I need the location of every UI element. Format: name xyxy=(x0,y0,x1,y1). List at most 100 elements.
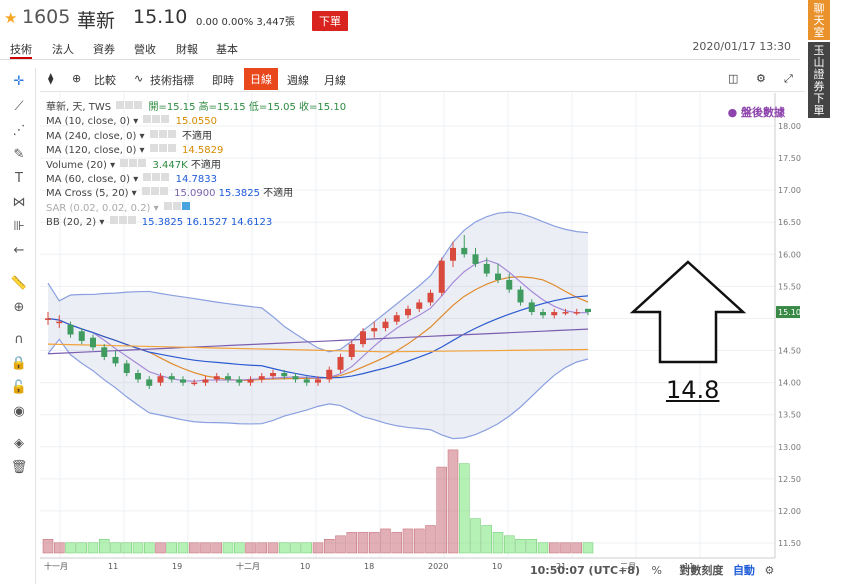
gear-icon[interactable]: ⚙ xyxy=(756,72,766,85)
candle-body xyxy=(585,308,591,313)
candle-body xyxy=(337,356,344,370)
after-hours-data-link[interactable]: ● 盤後數據 xyxy=(727,106,785,119)
chart-status-bar: 10:50:07 (UTC+8) % 對數刻度 自動 ⚙ xyxy=(530,562,774,578)
log-scale-toggle[interactable]: 對數刻度 xyxy=(679,564,724,577)
candle-body xyxy=(348,344,355,357)
trendline-icon[interactable]: ⟋ xyxy=(14,98,24,114)
favorite-star-icon[interactable]: ★ xyxy=(4,9,18,27)
volume-bar xyxy=(425,525,436,554)
volume-bar xyxy=(132,542,144,554)
order-button[interactable]: 下單 xyxy=(312,11,348,31)
brush-icon[interactable]: ✎ xyxy=(13,146,25,162)
zoom-in-icon[interactable]: ⊕ xyxy=(13,299,25,315)
volume-bar xyxy=(492,532,504,554)
price-tick-label: 17.50 xyxy=(778,154,801,163)
legend-bb[interactable]: BB (20, 2) ▾ 15.3825 16.1527 14.6123 xyxy=(46,216,273,228)
legend-ma240[interactable]: MA (240, close, 0) ▾ 不適用 xyxy=(46,129,212,142)
candle-body xyxy=(573,312,580,314)
indicators-button[interactable]: 技術指標 xyxy=(150,74,194,87)
legend-volume[interactable]: Volume (20) ▾ 3.447K 不適用 xyxy=(46,158,221,171)
daily-button[interactable]: 日線 xyxy=(244,68,278,90)
candle-body xyxy=(180,379,186,383)
volume-bar xyxy=(144,542,155,554)
candle-body xyxy=(438,260,445,293)
volume-bar xyxy=(414,528,425,554)
tab-institutional[interactable]: 法人 xyxy=(52,43,74,56)
magnet-icon[interactable]: ∩ xyxy=(14,331,24,347)
eye-icon[interactable]: ◉ xyxy=(13,403,25,419)
chat-room-button[interactable]: 聊天室 xyxy=(808,0,830,40)
tab-basic[interactable]: 基本 xyxy=(216,43,238,56)
price-tick-label: 17.00 xyxy=(778,186,801,195)
candle-body xyxy=(551,312,558,316)
lock-drawing-icon[interactable]: 🔒 xyxy=(10,355,28,371)
volume-bar xyxy=(515,539,526,554)
volume-bar xyxy=(177,542,189,554)
price-tick-label: 13.00 xyxy=(778,443,801,452)
time-tick-label: 19 xyxy=(172,562,182,571)
weekly-button[interactable]: 週線 xyxy=(287,74,309,87)
candle-body xyxy=(416,302,423,309)
auto-scale-toggle[interactable]: 自動 xyxy=(732,564,755,577)
price-tick-label: 16.00 xyxy=(778,250,801,259)
price-tick-label: 15.50 xyxy=(778,282,801,291)
legend-macross[interactable]: MA Cross (5, 20) ▾ 15.0900 15.3825 不適用 xyxy=(46,187,294,200)
indicator-icon[interactable]: ∿ xyxy=(134,72,144,85)
volume-bar xyxy=(301,542,312,554)
percent-toggle[interactable]: % xyxy=(651,564,662,577)
legend-ma120[interactable]: MA (120, close, 0) ▾ 14.5829 xyxy=(46,144,224,156)
intraday-button[interactable]: 即時 xyxy=(212,74,234,87)
compare-button[interactable]: 比較 xyxy=(94,74,116,87)
candle-body xyxy=(78,331,85,341)
candle-body xyxy=(90,337,96,348)
candle-type-icon[interactable]: ⧫ xyxy=(48,72,54,85)
pattern-icon[interactable]: ⋈ xyxy=(12,194,26,210)
volume-bar xyxy=(42,539,54,554)
time-tick-label: 十一月 xyxy=(44,561,68,571)
chart-toolbar: ⧫ ⊕ 比較 ∿ 技術指標 即時 日線 週線 月線 ◫ ⚙ ⤢ xyxy=(40,68,805,92)
price-chart[interactable]: 18.00 17.50 17.00 16.50 16.00 15.50 15.10 14.50… xyxy=(40,93,805,584)
price-tick-label: 12.50 xyxy=(778,475,801,484)
clock-text: 10:50:07 (UTC+8) xyxy=(530,564,640,577)
drawing-toolbar: ✛ ⟋ ⋰ ✎ T ⋈ ⊪ ← 📏 ⊕ ∩ 🔒 🔓 ◉ ◈ 🗑 xyxy=(4,68,36,584)
measure-icon[interactable]: ⊪ xyxy=(13,218,25,234)
volume-bar xyxy=(234,542,245,554)
candle-body xyxy=(168,376,175,380)
volume-bar xyxy=(447,449,459,554)
settings-small-icon[interactable]: ⚙ xyxy=(764,564,775,577)
fullscreen-icon[interactable]: ⤢ xyxy=(784,72,793,85)
candle-body xyxy=(112,356,119,364)
volume-bar xyxy=(481,525,492,554)
tab-revenue[interactable]: 營收 xyxy=(134,43,156,56)
text-icon[interactable]: T xyxy=(15,170,23,186)
unlock-icon[interactable]: 🔓 xyxy=(10,379,28,395)
back-arrow-icon[interactable]: ← xyxy=(13,242,25,258)
candle-body xyxy=(461,247,468,255)
crosshair-icon[interactable]: ✛ xyxy=(13,73,25,89)
layers-icon[interactable]: ◈ xyxy=(14,435,24,451)
candle-body xyxy=(157,376,164,383)
volume-bar xyxy=(369,532,380,554)
ruler-icon[interactable]: 📏 xyxy=(10,275,28,291)
tab-technical[interactable]: 技術 xyxy=(10,41,32,59)
bollinger-band-fill xyxy=(48,212,588,439)
volume-bar xyxy=(436,466,447,554)
compare-icon[interactable]: ⊕ xyxy=(72,72,82,85)
tab-margin[interactable]: 資券 xyxy=(93,43,115,56)
candle-body xyxy=(281,372,288,377)
monthly-button[interactable]: 月線 xyxy=(324,74,346,87)
broker-order-button[interactable]: 玉山證券下單 xyxy=(808,42,830,118)
fib-icon[interactable]: ⋰ xyxy=(12,122,26,138)
time-tick-label: 10 xyxy=(300,562,310,571)
bb-lower-line xyxy=(47,338,589,440)
volume-bar xyxy=(312,542,324,554)
trash-icon[interactable]: 🗑 xyxy=(10,459,28,475)
volume-bar xyxy=(324,539,335,554)
legend-ma10[interactable]: MA (10, close, 0) ▾ 15.0550 xyxy=(46,115,217,128)
legend-ma60[interactable]: MA (60, close, 0) ▾ 14.7833 xyxy=(46,172,217,185)
tab-financials[interactable]: 財報 xyxy=(176,43,198,56)
legend-sar[interactable]: SAR (0.02, 0.02, 0.2) ▾ xyxy=(46,201,346,215)
quote-datetime: 2020/01/17 13:30 xyxy=(692,40,791,53)
volume-bar xyxy=(357,532,369,554)
camera-icon[interactable]: ◫ xyxy=(728,72,739,85)
